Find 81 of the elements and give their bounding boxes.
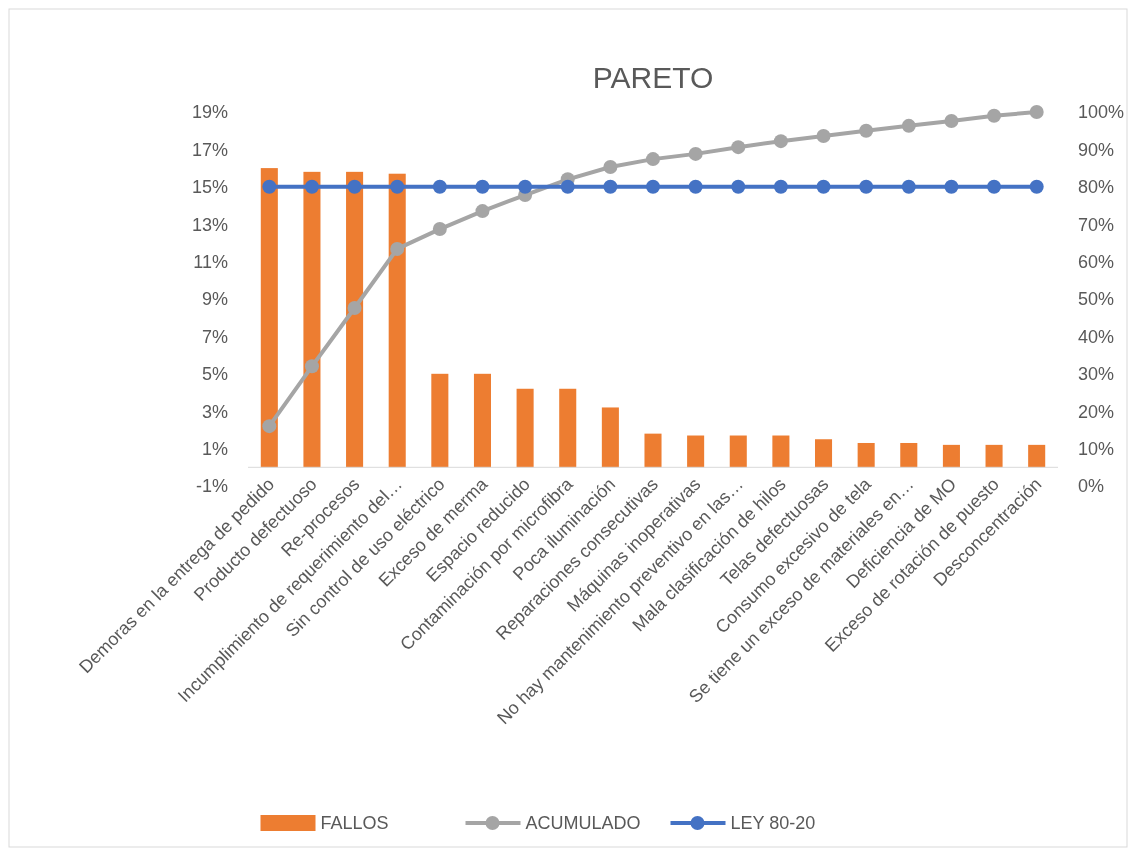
bar <box>260 168 278 468</box>
y2-tick-label: 90% <box>1078 139 1115 160</box>
point <box>773 134 788 149</box>
point <box>688 179 703 194</box>
point <box>347 300 362 315</box>
legend-label: ACUMULADO <box>525 813 641 834</box>
point <box>731 140 746 155</box>
point <box>475 204 490 219</box>
bar <box>473 373 491 468</box>
point <box>731 179 746 194</box>
legend-label: FALLOS <box>320 813 389 834</box>
bar <box>303 171 321 468</box>
bar <box>1028 444 1046 468</box>
y-tick-label: 7% <box>201 326 228 347</box>
bar <box>729 435 747 468</box>
y2-tick-label: 100% <box>1078 102 1125 123</box>
point <box>944 113 959 128</box>
bar <box>900 442 918 468</box>
point <box>262 419 277 434</box>
bar <box>431 373 449 468</box>
bar <box>985 444 1003 468</box>
point <box>518 179 533 194</box>
bar <box>601 407 619 468</box>
bar <box>516 388 534 468</box>
point <box>944 179 959 194</box>
point <box>603 179 618 194</box>
y2-tick-label: 50% <box>1078 289 1115 310</box>
y2-tick-label: 20% <box>1078 401 1115 422</box>
y2-tick-label: 30% <box>1078 364 1115 385</box>
y-tick-label: 11% <box>193 251 228 272</box>
y-tick-label: 13% <box>191 214 228 235</box>
y-tick-label: 1% <box>201 438 228 459</box>
y-tick-label: -1% <box>195 476 228 497</box>
y-tick-label: 17% <box>191 139 228 160</box>
point <box>688 146 703 161</box>
point <box>432 179 447 194</box>
point <box>304 179 319 194</box>
y-tick-label: 15% <box>191 177 228 198</box>
bar <box>772 435 790 468</box>
point <box>560 179 575 194</box>
bar <box>857 442 875 468</box>
point <box>390 179 405 194</box>
point <box>603 159 618 174</box>
bar <box>559 388 577 468</box>
bar <box>942 444 960 468</box>
y-tick-label: 3% <box>201 401 228 422</box>
y2-tick-label: 40% <box>1078 326 1115 347</box>
bar <box>644 433 662 468</box>
y2-tick-label: 70% <box>1078 214 1115 235</box>
y2-tick-label: 0% <box>1078 476 1105 497</box>
point <box>816 179 831 194</box>
point <box>1029 105 1044 119</box>
point <box>432 222 447 237</box>
point <box>475 179 490 194</box>
bar <box>346 171 364 468</box>
y2-tick-label: 60% <box>1078 251 1115 272</box>
legend-label: LEY 80-20 <box>730 813 816 834</box>
chart-title: PARETO <box>592 61 714 94</box>
bar <box>687 435 705 468</box>
point <box>901 179 916 194</box>
y-tick-label: 9% <box>201 289 228 310</box>
point <box>901 118 916 133</box>
bar <box>815 439 833 468</box>
point <box>347 179 362 194</box>
y-tick-label: 5% <box>201 364 228 385</box>
point <box>1029 179 1044 194</box>
point <box>987 108 1002 123</box>
point <box>987 179 1002 194</box>
point <box>816 128 831 143</box>
point <box>859 123 874 138</box>
bar <box>388 173 406 468</box>
point <box>262 179 277 194</box>
point <box>773 179 788 194</box>
y-tick-label: 19% <box>191 102 228 123</box>
y2-tick-label: 10% <box>1078 438 1115 459</box>
point <box>646 179 660 194</box>
point <box>304 359 319 374</box>
point <box>646 152 660 167</box>
point <box>390 241 405 256</box>
y2-tick-label: 80% <box>1078 177 1115 198</box>
point <box>859 179 874 194</box>
